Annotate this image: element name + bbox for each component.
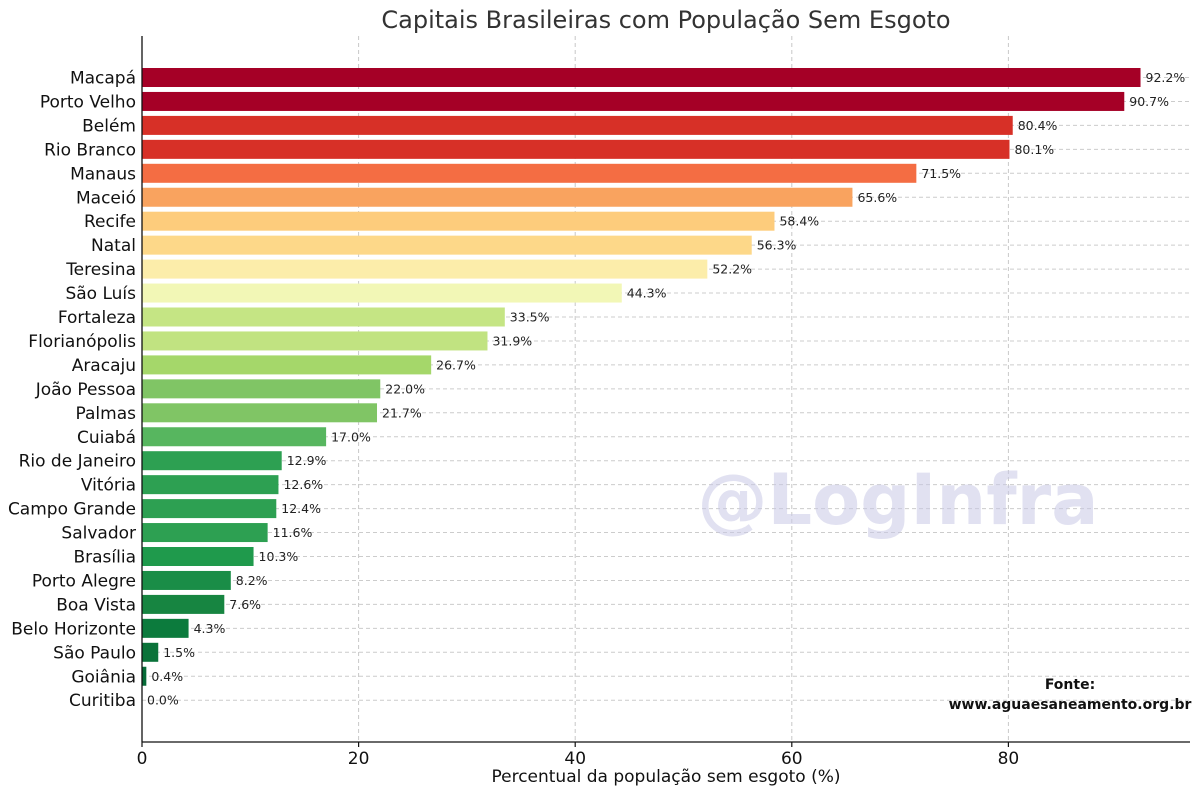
bars bbox=[142, 68, 1141, 686]
category-label: Porto Alegre bbox=[32, 571, 136, 591]
bar bbox=[142, 475, 279, 495]
bar bbox=[142, 499, 277, 519]
bar bbox=[142, 331, 488, 351]
category-label: Campo Grande bbox=[8, 500, 136, 520]
value-label: 12.4% bbox=[281, 501, 321, 516]
category-label: Curitiba bbox=[69, 691, 136, 711]
category-labels: Macapá Porto Velho Belém Rio Branco Manaus Ma… bbox=[8, 69, 136, 712]
watermark: @LogInfra bbox=[698, 459, 1099, 541]
value-label: 0.4% bbox=[151, 669, 183, 684]
category-label: Belo Horizonte bbox=[11, 619, 136, 639]
bar bbox=[142, 283, 622, 303]
bar bbox=[142, 523, 268, 543]
value-label: 92.2% bbox=[1146, 70, 1186, 85]
value-label: 11.6% bbox=[273, 525, 313, 540]
bar bbox=[142, 235, 752, 255]
category-label: São Luís bbox=[65, 284, 136, 304]
value-label: 1.5% bbox=[163, 645, 195, 660]
value-label: 44.3% bbox=[627, 286, 667, 301]
category-label: Maceió bbox=[76, 188, 136, 208]
category-label: Teresina bbox=[65, 260, 136, 280]
bar bbox=[142, 547, 254, 566]
category-label: Cuiabá bbox=[77, 428, 136, 448]
bar bbox=[142, 307, 505, 327]
bar bbox=[142, 379, 381, 399]
bar bbox=[142, 91, 1125, 111]
bar bbox=[142, 187, 853, 207]
category-label: Macapá bbox=[70, 69, 136, 89]
category-label: Manaus bbox=[70, 164, 136, 184]
category-label: Goiânia bbox=[71, 667, 136, 687]
category-label: São Paulo bbox=[53, 643, 136, 663]
source-url: www.aguaesaneamento.org.br bbox=[949, 697, 1192, 713]
value-label: 56.3% bbox=[757, 238, 797, 253]
value-label: 17.0% bbox=[331, 429, 371, 444]
value-label: 33.5% bbox=[510, 310, 550, 325]
category-label: Aracaju bbox=[72, 356, 136, 376]
value-label: 12.6% bbox=[283, 477, 323, 492]
value-label: 21.7% bbox=[382, 405, 422, 420]
category-label: Boa Vista bbox=[56, 595, 136, 615]
bar bbox=[142, 68, 1141, 87]
value-label: 65.6% bbox=[857, 190, 897, 205]
value-label: 80.1% bbox=[1014, 142, 1054, 157]
value-label: 4.3% bbox=[194, 621, 226, 636]
bar bbox=[142, 115, 1013, 135]
category-label: Natal bbox=[91, 236, 136, 256]
value-label: 58.4% bbox=[779, 214, 819, 229]
value-label: 80.4% bbox=[1018, 118, 1058, 133]
bar bbox=[142, 403, 378, 423]
bar bbox=[142, 211, 775, 231]
x-axis-label: Percentual da população sem esgoto (%) bbox=[491, 767, 840, 787]
bar bbox=[142, 427, 327, 447]
axes: 0 20 40 60 80 bbox=[137, 36, 1190, 769]
bar bbox=[142, 259, 708, 279]
value-label: 22.0% bbox=[385, 381, 425, 396]
x-tick-label: 60 bbox=[781, 749, 803, 769]
category-label: Belém bbox=[82, 116, 136, 136]
bar bbox=[142, 451, 282, 471]
category-label: Salvador bbox=[61, 524, 136, 544]
bar bbox=[142, 570, 231, 590]
category-label: Florianópolis bbox=[28, 332, 136, 352]
category-label: João Pessoa bbox=[35, 380, 136, 400]
bar bbox=[142, 163, 917, 183]
x-tick-label: 80 bbox=[998, 749, 1020, 769]
value-label: 8.2% bbox=[236, 573, 268, 588]
bar bbox=[142, 594, 225, 614]
value-label: 90.7% bbox=[1129, 94, 1169, 109]
value-label: 10.3% bbox=[259, 549, 299, 564]
x-tick-label: 20 bbox=[348, 749, 370, 769]
value-label: 71.5% bbox=[921, 166, 961, 181]
category-label: Recife bbox=[84, 212, 136, 232]
value-label: 0.0% bbox=[147, 693, 179, 708]
x-tick-label: 0 bbox=[137, 749, 148, 769]
value-label: 12.9% bbox=[287, 453, 327, 468]
category-label: Rio Branco bbox=[44, 140, 136, 160]
value-label: 52.2% bbox=[712, 262, 752, 277]
x-tick-label: 40 bbox=[564, 749, 586, 769]
category-label: Fortaleza bbox=[58, 308, 136, 328]
source-label: Fonte: bbox=[1045, 677, 1095, 693]
value-label: 31.9% bbox=[492, 333, 532, 348]
category-label: Palmas bbox=[76, 404, 137, 424]
category-label: Rio de Janeiro bbox=[19, 452, 136, 472]
bar bbox=[142, 139, 1010, 159]
category-label: Vitória bbox=[81, 476, 136, 496]
chart-title: Capitais Brasileiras com População Sem E… bbox=[381, 6, 950, 34]
bar bbox=[142, 355, 432, 375]
category-label: Porto Velho bbox=[40, 92, 136, 112]
bar bbox=[142, 666, 147, 686]
value-label: 26.7% bbox=[436, 357, 476, 372]
bar bbox=[142, 642, 159, 662]
value-labels: 92.2% 90.7% 80.4% 80.1% 71.5% 65.6% 58.4% 56.3%… bbox=[147, 70, 1185, 708]
value-label: 7.6% bbox=[229, 597, 261, 612]
category-label: Brasília bbox=[73, 548, 136, 568]
bar bbox=[142, 618, 189, 638]
